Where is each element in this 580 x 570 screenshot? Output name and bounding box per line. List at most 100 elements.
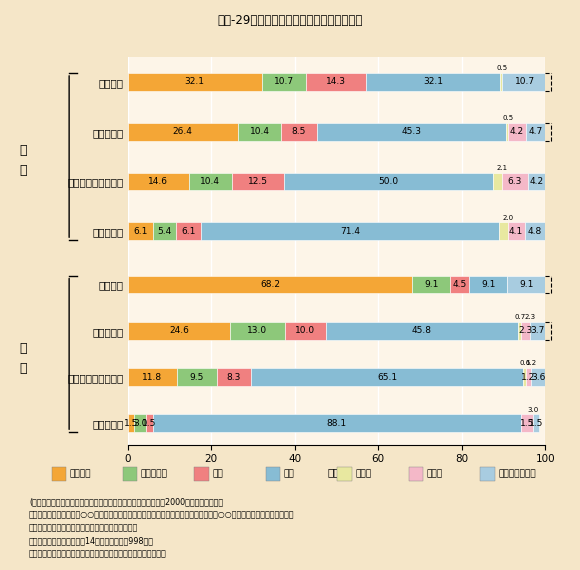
Bar xyxy=(508,222,525,240)
Text: 8.5: 8.5 xyxy=(292,127,306,136)
Text: 45.8: 45.8 xyxy=(412,326,432,335)
Text: 4.8: 4.8 xyxy=(528,227,542,236)
Bar xyxy=(128,173,188,190)
Text: 10.4: 10.4 xyxy=(249,127,270,136)
Bar xyxy=(521,414,533,432)
Bar xyxy=(216,368,251,386)
Text: 4.2: 4.2 xyxy=(530,177,544,186)
Bar xyxy=(521,322,530,340)
Bar xyxy=(530,322,546,340)
Text: 10.0: 10.0 xyxy=(295,326,316,335)
Bar xyxy=(128,276,412,294)
Bar xyxy=(523,368,525,386)
Text: 2.0: 2.0 xyxy=(502,214,513,221)
Text: 3.6: 3.6 xyxy=(531,373,545,381)
Text: 11.8: 11.8 xyxy=(142,373,162,381)
Text: 32.1: 32.1 xyxy=(423,78,443,87)
X-axis label: （％）: （％） xyxy=(327,467,346,477)
Bar xyxy=(500,73,502,91)
Bar xyxy=(469,276,507,294)
Text: 6.3: 6.3 xyxy=(508,177,522,186)
Text: 大学院: 大学院 xyxy=(355,469,371,478)
Text: 0.7: 0.7 xyxy=(515,314,526,320)
Text: 4.1: 4.1 xyxy=(509,227,523,236)
FancyBboxPatch shape xyxy=(338,467,351,481)
Text: 1.2: 1.2 xyxy=(525,360,536,367)
Bar xyxy=(128,414,134,432)
Bar xyxy=(451,276,469,294)
Text: 母: 母 xyxy=(20,342,27,355)
Bar xyxy=(262,73,306,91)
Text: 9.1: 9.1 xyxy=(481,280,495,289)
Text: 10.7: 10.7 xyxy=(274,78,294,87)
Text: 親: 親 xyxy=(20,362,27,374)
FancyBboxPatch shape xyxy=(480,467,495,481)
Bar xyxy=(525,123,545,141)
Bar xyxy=(188,173,232,190)
Bar xyxy=(502,73,547,91)
Text: 8.3: 8.3 xyxy=(227,373,241,381)
Text: 大学: 大学 xyxy=(284,469,295,478)
Text: 12.5: 12.5 xyxy=(248,177,268,186)
Text: 9.1: 9.1 xyxy=(424,280,438,289)
Bar xyxy=(517,322,521,340)
Text: 26.4: 26.4 xyxy=(173,127,193,136)
Bar xyxy=(128,123,238,141)
Bar xyxy=(493,173,502,190)
Text: 24.6: 24.6 xyxy=(169,326,189,335)
Bar xyxy=(230,322,285,340)
Text: 3.0: 3.0 xyxy=(133,419,147,428)
Bar xyxy=(232,173,284,190)
Text: 3.7: 3.7 xyxy=(531,326,545,335)
Bar xyxy=(525,368,531,386)
Bar xyxy=(306,73,366,91)
Text: 4.7: 4.7 xyxy=(528,127,542,136)
Text: 5.4: 5.4 xyxy=(157,227,172,236)
Text: 65.1: 65.1 xyxy=(377,373,397,381)
FancyBboxPatch shape xyxy=(409,467,423,481)
Text: 50.0: 50.0 xyxy=(379,177,398,186)
Text: その他: その他 xyxy=(427,469,443,478)
Bar xyxy=(281,123,317,141)
Bar xyxy=(128,73,262,91)
Text: 専修: 専修 xyxy=(212,469,223,478)
Text: 第３-29図　親の学歴により異なる進学期待: 第３-29図 親の学歴により異なる進学期待 xyxy=(218,14,362,27)
Text: 32.1: 32.1 xyxy=(184,78,205,87)
Bar xyxy=(507,276,545,294)
Bar xyxy=(533,414,539,432)
Text: 0.5: 0.5 xyxy=(502,115,514,121)
Text: 10.7: 10.7 xyxy=(514,78,535,87)
Bar xyxy=(128,322,230,340)
Text: 親: 親 xyxy=(20,164,27,177)
FancyBboxPatch shape xyxy=(266,467,280,481)
Text: 1.5: 1.5 xyxy=(142,419,157,428)
Text: 9.5: 9.5 xyxy=(190,373,204,381)
Text: 10.4: 10.4 xyxy=(200,177,220,186)
Bar xyxy=(528,173,546,190)
Text: 6.1: 6.1 xyxy=(181,227,195,236)
Bar xyxy=(366,73,500,91)
Text: まだわからない: まだわからない xyxy=(498,469,536,478)
FancyBboxPatch shape xyxy=(123,467,137,481)
Bar xyxy=(531,368,546,386)
Bar xyxy=(499,222,508,240)
Text: 6.1: 6.1 xyxy=(133,227,147,236)
Text: 4.5: 4.5 xyxy=(452,280,467,289)
Bar xyxy=(412,276,451,294)
Text: 45.3: 45.3 xyxy=(401,127,421,136)
Text: 0.5: 0.5 xyxy=(496,65,508,71)
Bar xyxy=(128,368,177,386)
Bar xyxy=(153,222,176,240)
Bar xyxy=(146,414,153,432)
Bar xyxy=(506,123,508,141)
Bar xyxy=(153,414,521,432)
Text: 2.1: 2.1 xyxy=(496,165,508,171)
Text: 14.3: 14.3 xyxy=(326,78,346,87)
Text: 9.1: 9.1 xyxy=(519,280,534,289)
Text: 4.2: 4.2 xyxy=(510,127,524,136)
Text: 2.3: 2.3 xyxy=(519,326,532,335)
Text: 14.6: 14.6 xyxy=(148,177,168,186)
Text: 父: 父 xyxy=(20,144,27,157)
Text: 3.0: 3.0 xyxy=(527,406,539,413)
Bar xyxy=(128,222,153,240)
